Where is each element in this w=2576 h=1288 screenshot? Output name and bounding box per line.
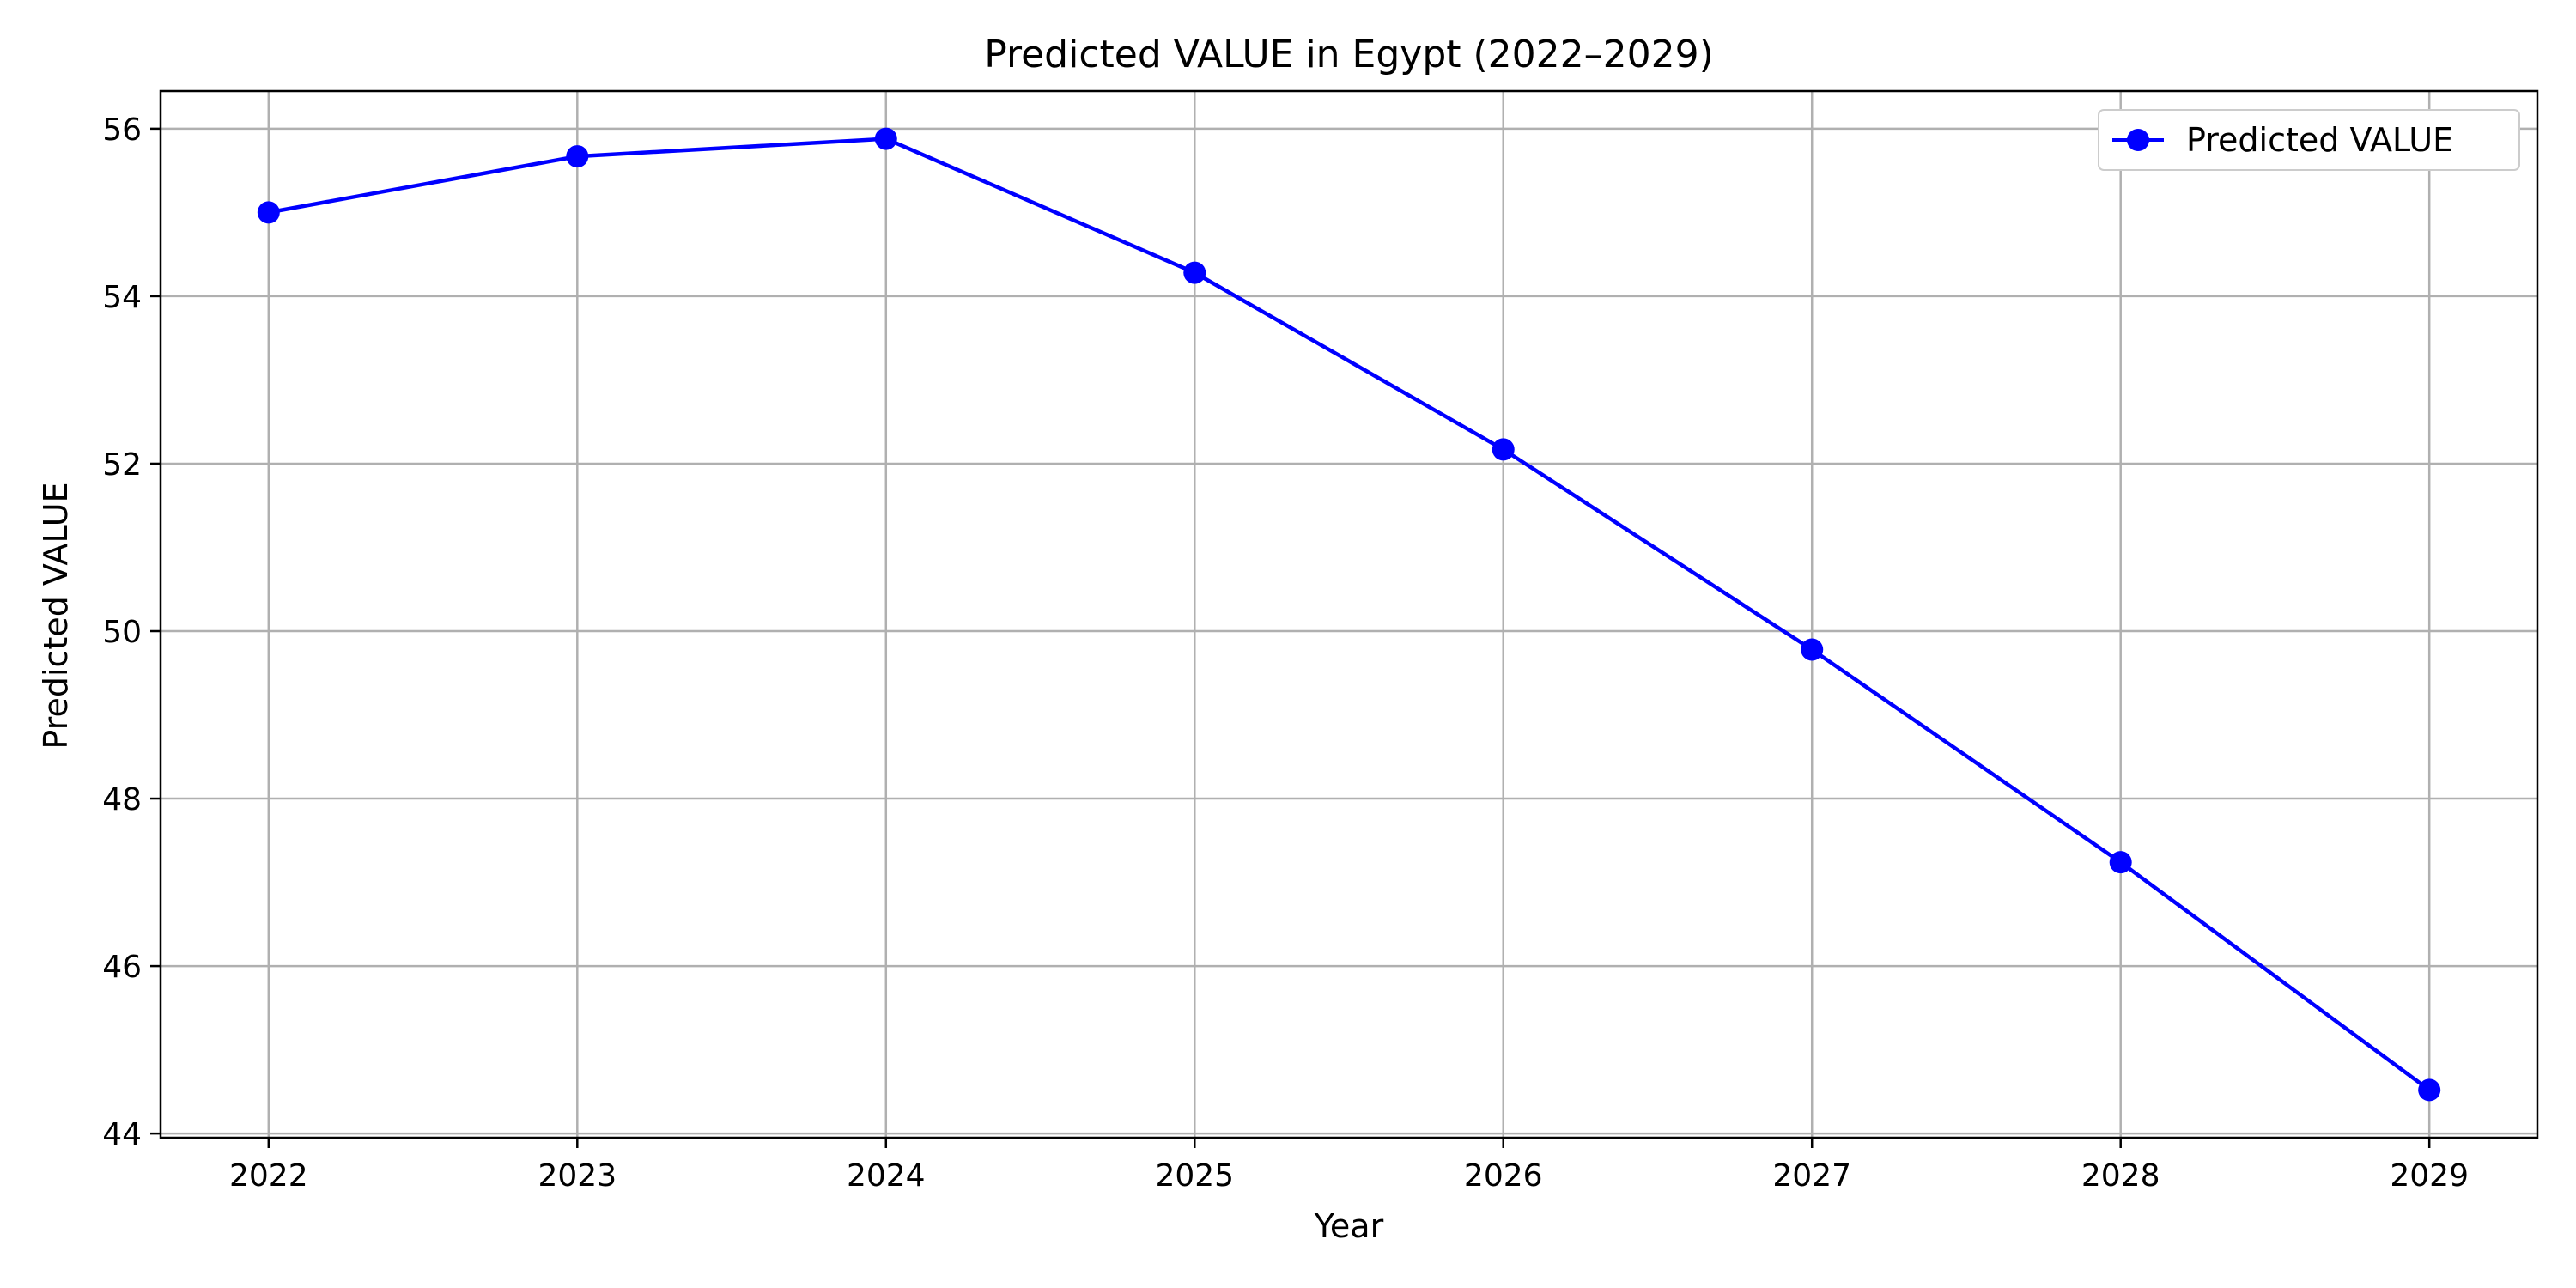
data-point (257, 201, 280, 224)
data-point (566, 145, 589, 168)
data-point (874, 127, 897, 150)
series-layer (257, 127, 2441, 1102)
y-tick-label: 52 (102, 447, 142, 483)
y-tick-label: 48 (102, 782, 142, 817)
chart-title: Predicted VALUE in Egypt (2022–2029) (984, 33, 1714, 76)
legend: Predicted VALUE (2098, 109, 2520, 171)
data-point (1492, 438, 1515, 461)
grid-lines (161, 91, 2537, 1138)
x-tick-label: 2023 (538, 1158, 617, 1194)
y-tick-label: 50 (102, 615, 142, 650)
y-tick-label: 54 (102, 280, 142, 315)
x-tick-label: 2027 (1772, 1158, 1851, 1194)
x-axis: 2022 2023 2024 2025 2026 2027 2028 2029 (229, 1138, 2469, 1194)
y-tick-label: 44 (102, 1117, 142, 1152)
y-axis: 44 46 48 50 52 54 56 (102, 112, 161, 1152)
legend-box (2098, 109, 2520, 171)
x-tick-label: 2024 (847, 1158, 926, 1194)
plot-frame (159, 89, 2539, 1139)
x-tick-label: 2025 (1155, 1158, 1234, 1194)
x-tick-label: 2028 (2081, 1158, 2160, 1194)
data-point (1183, 261, 1206, 284)
data-point (2418, 1078, 2441, 1102)
x-axis-label: Year (1314, 1207, 1384, 1245)
y-tick-label: 56 (102, 112, 142, 148)
y-tick-label: 46 (102, 950, 142, 985)
data-point (2109, 851, 2132, 874)
legend-marker (2127, 129, 2149, 151)
legend-label: Predicted VALUE (2186, 121, 2453, 159)
x-tick-label: 2026 (1464, 1158, 1543, 1194)
x-tick-label: 2022 (229, 1158, 308, 1194)
data-point (1801, 638, 1824, 661)
series-line (268, 137, 2431, 1092)
x-tick-label: 2029 (2390, 1158, 2469, 1194)
y-axis-label: Predicted VALUE (37, 482, 75, 749)
